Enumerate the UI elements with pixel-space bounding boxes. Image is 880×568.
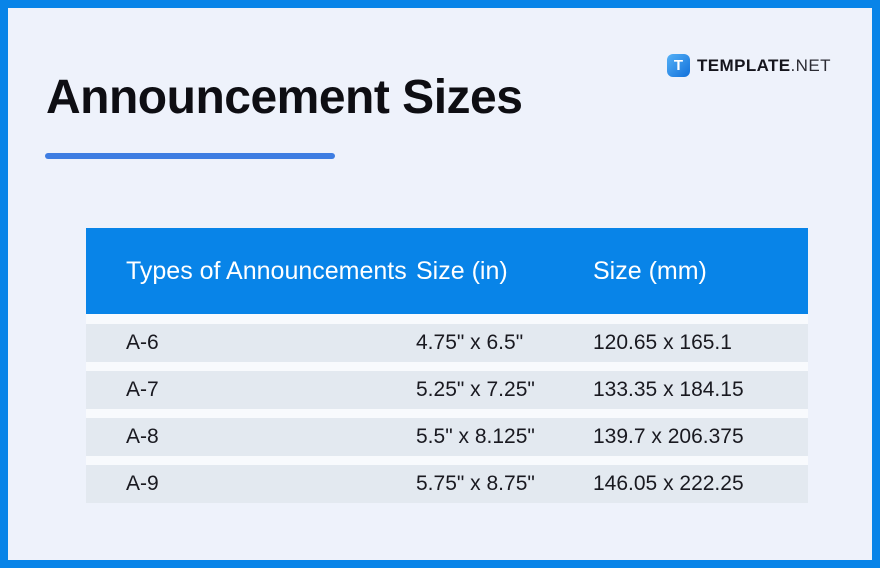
cell-type: A-7 — [126, 378, 159, 401]
brand-logo: T TEMPLATE.NET — [667, 54, 831, 77]
cell-type: A-9 — [126, 472, 159, 495]
cell-size-mm: 120.65 x 165.1 — [593, 331, 732, 354]
column-header-types: Types of Announcements — [126, 256, 407, 285]
cell-size-in: 4.75" x 6.5" — [416, 331, 524, 354]
cell-size-in: 5.25" x 7.25" — [416, 378, 535, 401]
cell-size-mm: 146.05 x 222.25 — [593, 472, 744, 495]
cell-type: A-6 — [126, 331, 159, 354]
template-net-icon: T — [667, 54, 690, 77]
page-title: Announcement Sizes — [46, 71, 523, 124]
table-row: A-8 5.5" x 8.125" 139.7 x 206.375 — [86, 418, 808, 456]
column-header-size-in: Size (in) — [416, 256, 508, 285]
brand-name-bold: TEMPLATE — [697, 55, 791, 75]
cell-size-in: 5.5" x 8.125" — [416, 425, 535, 448]
table-row: A-7 5.25" x 7.25" 133.35 x 184.15 — [86, 371, 808, 409]
title-underline — [45, 153, 335, 159]
table-body: A-6 4.75" x 6.5" 120.65 x 165.1 A-7 5.25… — [86, 314, 808, 503]
brand-name: TEMPLATE.NET — [697, 56, 831, 76]
table-header-row: Types of Announcements Size (in) Size (m… — [86, 228, 808, 314]
cell-type: A-8 — [126, 425, 159, 448]
brand-name-light: .NET — [790, 55, 831, 75]
table-row: A-9 5.75" x 8.75" 146.05 x 222.25 — [86, 465, 808, 503]
table-row: A-6 4.75" x 6.5" 120.65 x 165.1 — [86, 324, 808, 362]
column-header-size-mm: Size (mm) — [593, 256, 707, 285]
cell-size-mm: 133.35 x 184.15 — [593, 378, 744, 401]
announcement-sizes-table: Types of Announcements Size (in) Size (m… — [86, 228, 808, 503]
cell-size-in: 5.75" x 8.75" — [416, 472, 535, 495]
cell-size-mm: 139.7 x 206.375 — [593, 425, 744, 448]
